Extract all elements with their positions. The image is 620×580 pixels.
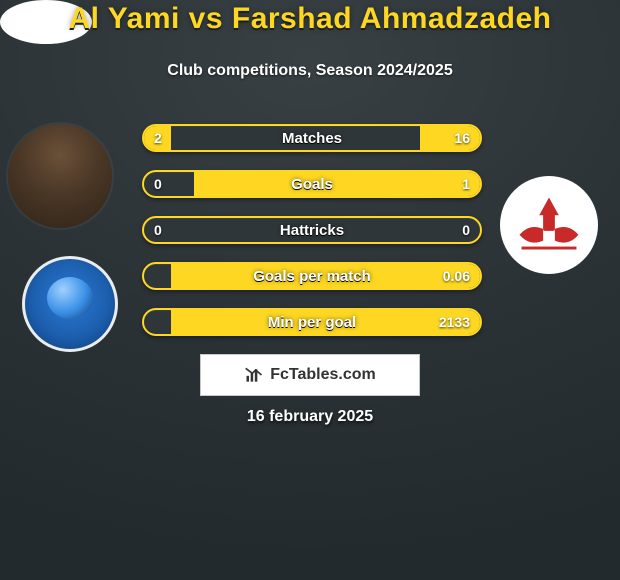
stat-bars: 2 Matches 16 0 Goals 1 0 Hattricks 0 Goa… xyxy=(142,124,482,354)
player-left-avatar xyxy=(8,124,112,228)
comparison-card: Al Yami vs Farshad Ahmadzadeh Club compe… xyxy=(0,0,620,580)
page-title: Al Yami vs Farshad Ahmadzadeh xyxy=(0,2,620,36)
date-stamp: 16 february 2025 xyxy=(0,408,620,426)
stat-value-left: 0 xyxy=(154,172,162,196)
club-right-badge xyxy=(500,176,598,274)
bar-chart-icon xyxy=(244,365,264,385)
stat-bar-fill-right xyxy=(171,310,480,334)
stat-bar: Goals per match 0.06 xyxy=(142,262,482,290)
stat-bar: Min per goal 2133 xyxy=(142,308,482,336)
stat-value-left: 0 xyxy=(154,218,162,242)
club-left-badge xyxy=(22,256,118,352)
stat-bar-fill-left xyxy=(144,126,171,150)
stat-bar-fill-right xyxy=(171,264,480,288)
source-site-box: FcTables.com xyxy=(200,354,420,396)
source-site-label: FcTables.com xyxy=(270,366,376,384)
stat-label: Hattricks xyxy=(144,218,480,242)
stat-bar: 0 Goals 1 xyxy=(142,170,482,198)
stat-bar: 2 Matches 16 xyxy=(142,124,482,152)
page-subtitle: Club competitions, Season 2024/2025 xyxy=(0,62,620,80)
stat-bar-fill-right xyxy=(420,126,480,150)
stat-value-right: 0 xyxy=(462,218,470,242)
club-right-emblem-icon xyxy=(500,176,598,274)
stat-bar-fill-right xyxy=(194,172,480,196)
stat-bar: 0 Hattricks 0 xyxy=(142,216,482,244)
